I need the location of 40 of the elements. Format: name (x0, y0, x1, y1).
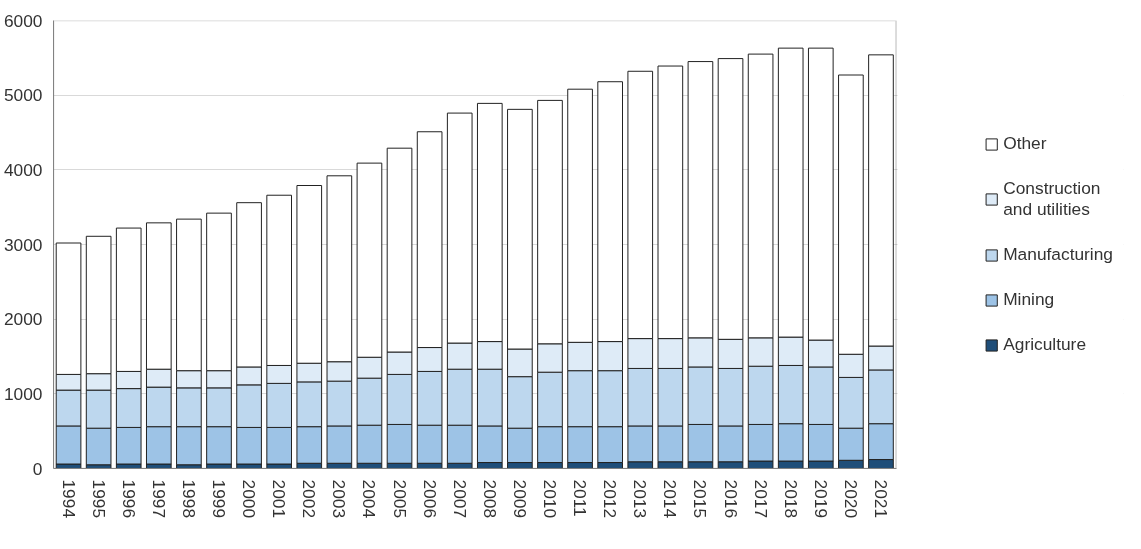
x-tick-label: 2001 (269, 479, 290, 519)
x-tick-label: 2012 (600, 479, 621, 519)
x-tick-label: 2008 (479, 479, 500, 519)
x-tick-label: 2000 (239, 479, 260, 519)
x-tick-label: 2003 (329, 479, 350, 519)
x-tick-label: 2011 (570, 479, 591, 517)
legend-label: Construction and utilities (1003, 178, 1101, 220)
x-tick-label: 1997 (148, 479, 169, 519)
x-tick-label: 2010 (539, 479, 560, 519)
x-tick-label: 2017 (750, 479, 771, 519)
x-tick-label: 2015 (690, 479, 711, 519)
x-tick-label: 2007 (449, 479, 470, 519)
legend-label: Manufacturing (1003, 244, 1113, 265)
x-tick-label: 2004 (359, 479, 380, 519)
x-tick-label: 1998 (178, 479, 199, 519)
y-tick-label: 0 (32, 458, 43, 479)
y-tick-label: 4000 (3, 159, 43, 180)
x-tick-label: 2021 (870, 479, 891, 519)
x-tick-label: 2009 (509, 479, 530, 519)
x-tick-label: 2014 (660, 479, 681, 519)
legend-label: Agriculture (1003, 334, 1087, 355)
y-tick-label: 3000 (3, 234, 43, 255)
x-tick-label: 1995 (88, 479, 109, 519)
x-tick-label: 2002 (299, 479, 320, 519)
x-tick-label: 2016 (720, 479, 741, 519)
y-tick-label: 2000 (3, 309, 43, 330)
x-tick-label: 2013 (630, 479, 651, 519)
x-tick-label: 1994 (58, 479, 79, 519)
x-tick-label: 2018 (780, 479, 801, 519)
x-tick-label: 1999 (208, 479, 229, 519)
legend-label: Mining (1003, 289, 1055, 310)
x-tick-label: 2019 (810, 479, 831, 519)
legend-label: Other (1003, 133, 1047, 154)
x-tick-label: 2006 (419, 479, 440, 519)
y-tick-label: 6000 (3, 10, 43, 31)
y-tick-label: 5000 (3, 85, 43, 106)
x-tick-label: 2005 (389, 479, 410, 519)
x-tick-label: 2020 (840, 479, 861, 519)
x-tick-label: 1996 (118, 479, 139, 519)
y-tick-label: 1000 (3, 383, 43, 404)
